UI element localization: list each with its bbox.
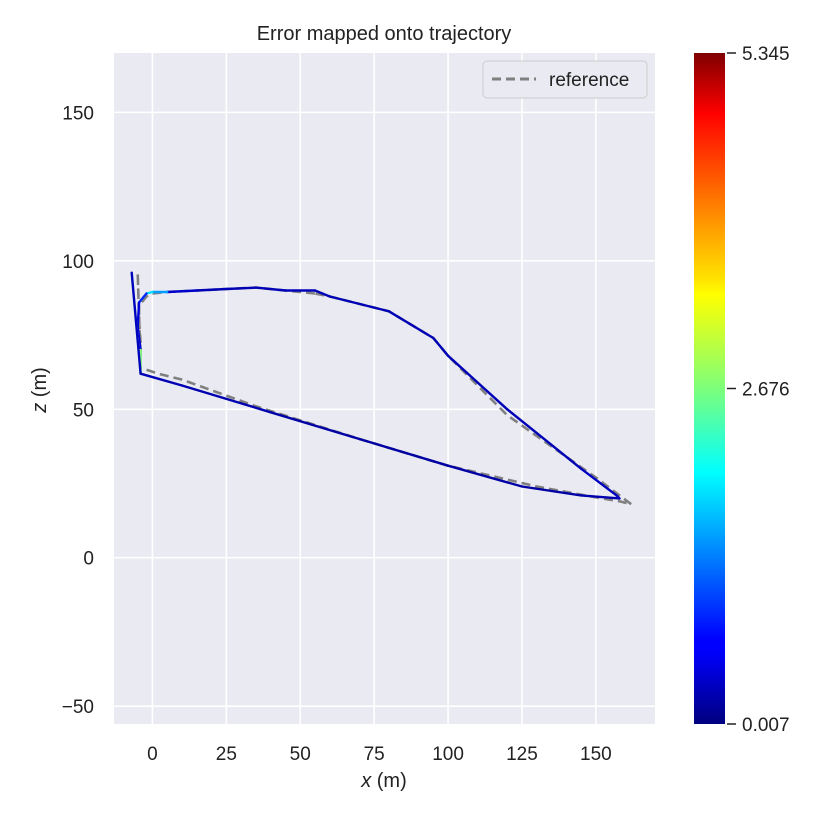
x-tick-label: 150 bbox=[580, 744, 612, 765]
estimate-segment bbox=[328, 295, 391, 313]
estimate-segment bbox=[387, 310, 435, 340]
gridlines bbox=[114, 53, 655, 724]
trajectory-lines bbox=[130, 271, 633, 506]
y-tick-label: 0 bbox=[83, 549, 94, 570]
estimate-segment bbox=[225, 286, 258, 291]
colorbar-tick-label: 5.345 bbox=[742, 44, 790, 65]
estimate-segment bbox=[579, 467, 618, 497]
estimate-segment bbox=[139, 372, 184, 387]
x-tick-label: 0 bbox=[147, 744, 158, 765]
legend-reference-label: reference bbox=[549, 70, 629, 91]
estimate-segment bbox=[520, 485, 583, 497]
x-tick-label: 75 bbox=[364, 744, 385, 765]
y-tick-label: 50 bbox=[73, 400, 94, 421]
x-axis-label: x (m) bbox=[360, 770, 407, 792]
estimate-segment bbox=[137, 292, 148, 304]
estimate-segment bbox=[446, 464, 524, 488]
estimate-segment bbox=[506, 408, 583, 470]
colorbar: 0.007 2.676 5.345 bbox=[694, 44, 790, 736]
y-axis-label: z (m) bbox=[29, 367, 51, 414]
estimate-segment bbox=[165, 289, 199, 294]
y-axis-ticks: −50 0 50 100 150 bbox=[62, 103, 94, 718]
colorbar-tick-label: 0.007 bbox=[742, 715, 790, 736]
x-tick-label: 50 bbox=[290, 744, 311, 765]
estimate-segment bbox=[180, 384, 272, 414]
estimate-segment bbox=[313, 289, 331, 298]
x-axis-ticks: 0 25 50 75 100 125 150 bbox=[147, 744, 612, 765]
y-tick-label: 100 bbox=[62, 252, 94, 273]
estimate-segment bbox=[269, 411, 361, 441]
colorbar-gradient bbox=[694, 53, 725, 724]
colorbar-ticks: 0.007 2.676 5.345 bbox=[727, 44, 790, 736]
estimate-segment bbox=[136, 301, 141, 328]
estimate-segment bbox=[195, 287, 228, 292]
legend-box bbox=[482, 60, 648, 99]
estimate-segment bbox=[254, 286, 287, 292]
legend: reference bbox=[482, 60, 648, 99]
x-tick-label: 25 bbox=[216, 744, 237, 765]
estimate-segment bbox=[130, 271, 142, 375]
estimate-segment bbox=[358, 437, 450, 467]
x-tick-label: 100 bbox=[432, 744, 464, 765]
estimate-segment bbox=[432, 336, 450, 357]
x-tick-label: 125 bbox=[506, 744, 538, 765]
estimate-segment bbox=[136, 325, 142, 352]
chart-title: Error mapped onto trajectory bbox=[257, 23, 512, 45]
colorbar-tick-label: 2.676 bbox=[742, 380, 790, 401]
y-tick-label: −50 bbox=[62, 697, 94, 718]
estimate-segment bbox=[446, 354, 509, 411]
estimated-trajectory bbox=[130, 271, 621, 500]
estimate-segment bbox=[579, 494, 621, 500]
y-tick-label: 150 bbox=[62, 103, 94, 124]
